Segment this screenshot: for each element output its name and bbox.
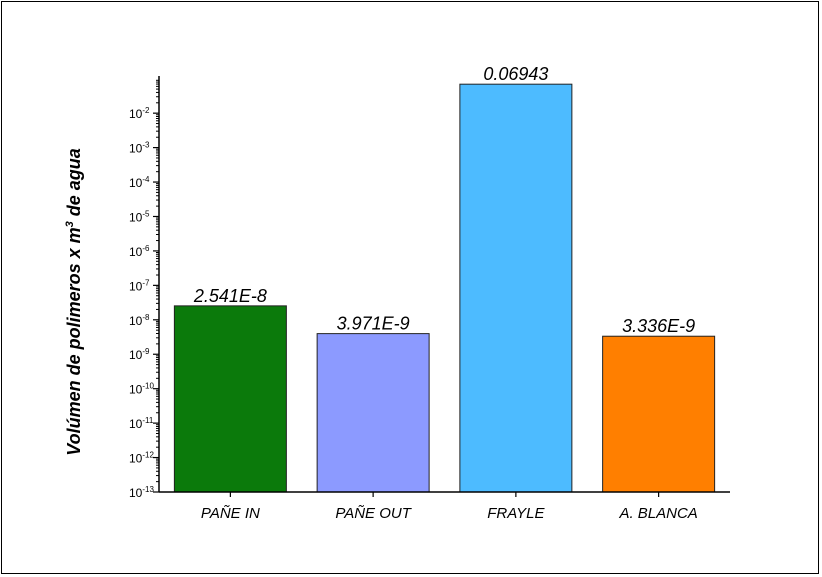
y-tick-label: 10-2 (129, 106, 150, 121)
y-tick-label: 10-13 (129, 485, 154, 500)
axes (158, 76, 730, 493)
y-tick-label: 10-4 (129, 175, 150, 190)
x-tick-label: A. BLANCA (618, 505, 697, 522)
y-tick-label: 10-10 (129, 382, 154, 397)
bar-value-label: 3.336E-9 (622, 316, 695, 336)
bars (173, 83, 716, 493)
y-axis-ticks: 10-13 10-12 10-11 10-10 10-9 10-8 10-7 10-6 10-5… (129, 79, 159, 500)
y-tick-label: 10-3 (129, 141, 150, 156)
y-axis-label-main: Volúmen de polimeros x m (64, 227, 84, 455)
y-axis-label: Volúmen de polimeros x m3 de agua (64, 148, 84, 456)
bar (173, 305, 287, 493)
bar-value-label: 3.971E-9 (337, 314, 410, 334)
y-tick-label: 10-8 (129, 313, 150, 328)
y-tick-label: 10-11 (129, 416, 154, 431)
x-tick-label: PAÑE IN (201, 505, 260, 522)
x-tick-label: FRAYLE (487, 505, 545, 522)
bar-value-label: 2.541E-8 (193, 286, 267, 306)
y-axis-label-tail: de agua (64, 148, 84, 221)
bar (459, 83, 573, 493)
x-tick-label: PAÑE OUT (335, 505, 412, 522)
y-tick-label: 10-9 (129, 347, 150, 362)
y-axis-label-superscript: 3 (64, 221, 76, 227)
y-tick-label: 10-7 (129, 278, 150, 293)
value-labels: 2.541E-8 3.971E-9 0.06943 3.336E-9 (193, 64, 695, 336)
y-tick-label: 10-5 (129, 209, 150, 224)
bar (602, 335, 716, 493)
svg-text:Volúmen de polimeros x m3 de a: Volúmen de polimeros x m3 de agua (64, 148, 84, 456)
y-tick-label: 10-12 (129, 451, 154, 466)
y-tick-label: 10-6 (129, 244, 150, 259)
bar-value-label: 0.06943 (483, 64, 548, 84)
bar (316, 333, 430, 493)
category-labels: PAÑE IN PAÑE OUT FRAYLE A. BLANCA (201, 492, 698, 522)
